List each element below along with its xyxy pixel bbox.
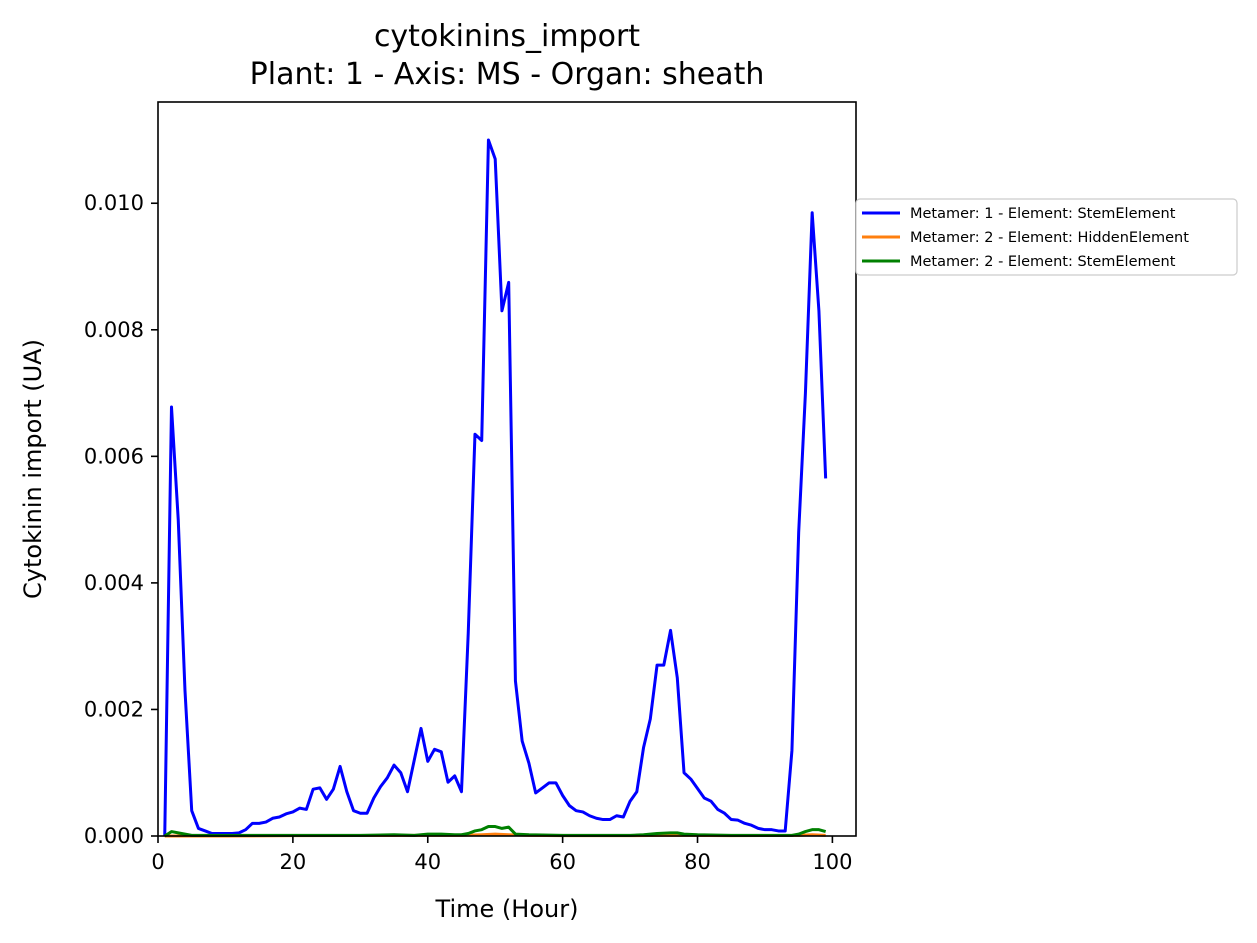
legend-label-1: Metamer: 1 - Element: StemElement [910,206,1176,222]
series-line-1 [163,138,828,837]
y-tick-label: 0.000 [84,824,144,848]
x-tick-label: 100 [812,850,852,874]
x-tick-label: 60 [549,850,576,874]
legend: Metamer: 1 - Element: StemElement Metamer… [855,198,1238,276]
x-tick-label: 80 [684,850,711,874]
y-axis-label: Cytokinin import (UA) [19,339,47,599]
y-tick-label: 0.010 [84,191,144,215]
y-tick-label: 0.004 [84,571,144,595]
y-axis: 0.000 0.002 0.004 0.006 0.008 0.010 [84,191,158,848]
legend-label-2: Metamer: 2 - Element: HiddenElement [910,230,1189,246]
y-tick-label: 0.008 [84,318,144,342]
x-tick-label: 20 [280,850,307,874]
x-tick-label: 0 [151,850,164,874]
legend-label-3: Metamer: 2 - Element: StemElement [910,254,1176,270]
chart-title: cytokinins_import [374,19,640,54]
legend-box [855,198,1238,276]
y-tick-label: 0.002 [84,697,144,721]
x-axis: 0 20 40 60 80 100 [151,836,852,874]
y-tick-label: 0.006 [84,444,144,468]
plot-frame [157,101,857,837]
x-axis-label: Time (Hour) [435,895,579,923]
x-tick-label: 40 [414,850,441,874]
chart-subtitle: Plant: 1 - Axis: MS - Organ: sheath [250,57,765,92]
